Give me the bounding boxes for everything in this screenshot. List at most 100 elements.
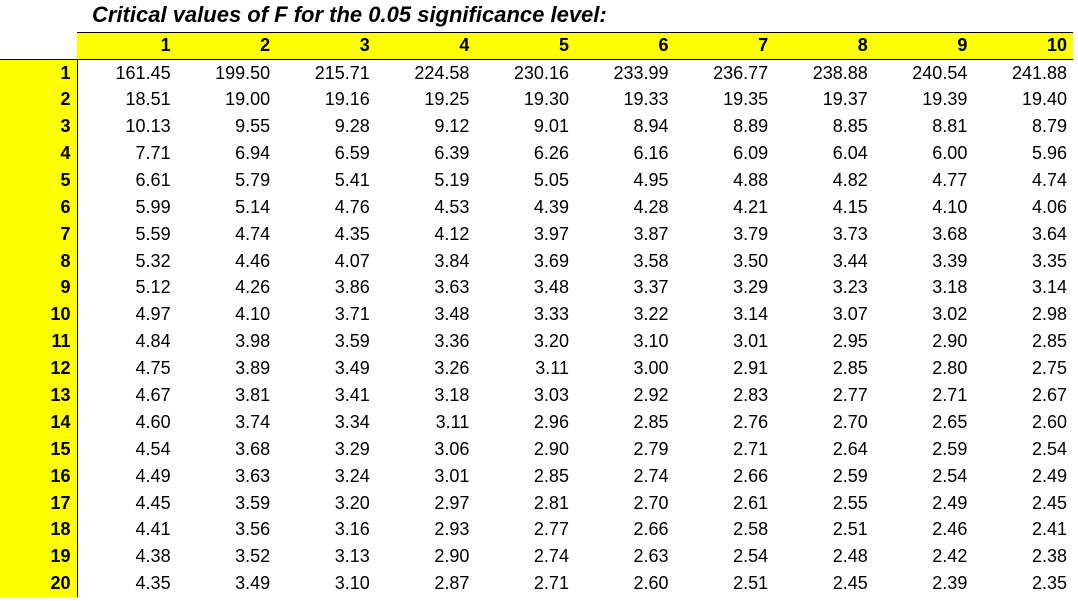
value-cell: 2.35 bbox=[1031, 573, 1067, 594]
value-cell: 3.06 bbox=[434, 438, 470, 459]
table-row: 18 4.41 3.56 3.16 2.93 2.77 2.66 2.58 2.51 2.46 2.… bbox=[0, 516, 1073, 544]
value-cell: 241.88 bbox=[1011, 62, 1067, 83]
value-cell: 3.07 bbox=[832, 304, 868, 325]
value-cell: 3.56 bbox=[235, 519, 271, 540]
row-header: 5 bbox=[0, 166, 78, 194]
value-cell: 4.39 bbox=[533, 196, 569, 217]
column-header-row: 1 2 3 4 5 6 7 8 9 10 bbox=[0, 32, 1073, 60]
value-cell: 3.89 bbox=[235, 358, 271, 379]
value-cell: 2.66 bbox=[633, 519, 669, 540]
column-header: 5 bbox=[475, 32, 575, 60]
value-cell: 6.59 bbox=[334, 143, 370, 163]
value-cell: 3.33 bbox=[533, 304, 569, 325]
table-row: 13 4.67 3.81 3.41 3.18 3.03 2.92 2.83 2.77 2.71 2.… bbox=[0, 382, 1073, 409]
value-cell: 9.28 bbox=[334, 116, 370, 137]
value-cell: 9.12 bbox=[434, 116, 470, 137]
value-cell: 5.32 bbox=[135, 250, 171, 271]
value-cell: 3.18 bbox=[434, 385, 470, 406]
value-cell: 233.99 bbox=[613, 62, 669, 83]
value-cell: 2.48 bbox=[832, 546, 868, 567]
value-cell: 3.84 bbox=[434, 250, 470, 271]
value-cell: 3.71 bbox=[334, 304, 370, 325]
table-row: 20 4.35 3.49 3.10 2.87 2.71 2.60 2.51 2.45 2.39 2.… bbox=[0, 570, 1073, 598]
table-row: 6 5.99 5.14 4.76 4.53 4.39 4.28 4.21 4.15 4.10 4.0… bbox=[0, 193, 1073, 221]
column-header: 3 bbox=[276, 32, 376, 60]
row-header: 16 bbox=[0, 462, 78, 490]
value-cell: 5.05 bbox=[533, 169, 569, 190]
value-cell: 3.01 bbox=[434, 465, 470, 486]
value-cell: 3.36 bbox=[434, 331, 470, 352]
table-row: 15 4.54 3.68 3.29 3.06 2.90 2.79 2.71 2.64 2.59 2.… bbox=[0, 435, 1073, 463]
value-cell: 3.14 bbox=[733, 304, 769, 325]
value-cell: 3.14 bbox=[1031, 277, 1067, 298]
value-cell: 2.41 bbox=[1031, 519, 1067, 540]
value-cell: 6.09 bbox=[733, 143, 769, 163]
value-cell: 4.12 bbox=[434, 223, 470, 244]
value-cell: 3.68 bbox=[932, 223, 968, 244]
value-cell: 2.39 bbox=[932, 573, 968, 594]
value-cell: 10.13 bbox=[125, 116, 171, 137]
value-cell: 2.46 bbox=[932, 519, 968, 540]
value-cell: 3.35 bbox=[1031, 250, 1067, 271]
value-cell: 4.41 bbox=[135, 519, 171, 540]
value-cell: 2.85 bbox=[832, 358, 868, 379]
row-header: 15 bbox=[0, 435, 78, 463]
value-cell: 4.45 bbox=[135, 492, 171, 513]
value-cell: 3.44 bbox=[832, 250, 868, 271]
table-row: 2 18.51 19.00 19.16 19.25 19.30 19.33 19.35 19.3… bbox=[0, 86, 1073, 114]
value-cell: 2.74 bbox=[633, 465, 669, 486]
row-header: 1 bbox=[0, 59, 78, 87]
value-cell: 2.87 bbox=[434, 573, 470, 594]
table-row: 8 5.32 4.46 4.07 3.84 3.69 3.58 3.50 3.44 3.39 3.3… bbox=[0, 247, 1073, 275]
value-cell: 6.04 bbox=[832, 143, 868, 163]
row-header: 17 bbox=[0, 489, 78, 517]
value-cell: 18.51 bbox=[125, 89, 171, 110]
value-cell: 4.15 bbox=[832, 196, 868, 217]
value-cell: 2.83 bbox=[733, 385, 769, 406]
value-cell: 2.85 bbox=[533, 465, 569, 486]
value-cell: 161.45 bbox=[115, 62, 171, 83]
value-cell: 3.63 bbox=[235, 465, 271, 486]
f-critical-values-table: 1 2 3 4 5 6 7 8 9 10 1 161.45 199.50 215.71… bbox=[0, 32, 1073, 598]
value-cell: 3.34 bbox=[334, 411, 370, 432]
corner-cell bbox=[0, 32, 77, 60]
column-header: 10 bbox=[973, 32, 1073, 60]
value-cell: 4.46 bbox=[235, 250, 271, 271]
value-cell: 3.22 bbox=[633, 304, 669, 325]
row-header: 8 bbox=[0, 247, 78, 275]
value-cell: 8.79 bbox=[1031, 116, 1067, 137]
value-cell: 3.74 bbox=[235, 411, 271, 432]
value-cell: 9.01 bbox=[533, 116, 569, 137]
value-cell: 3.98 bbox=[235, 331, 271, 352]
value-cell: 9.55 bbox=[235, 116, 271, 137]
value-cell: 19.25 bbox=[424, 89, 470, 110]
value-cell: 3.24 bbox=[334, 465, 370, 486]
table-row: 3 10.13 9.55 9.28 9.12 9.01 8.94 8.89 8.85 8.81 8.… bbox=[0, 113, 1073, 141]
value-cell: 3.01 bbox=[733, 331, 769, 352]
value-cell: 2.91 bbox=[733, 358, 769, 379]
value-cell: 4.84 bbox=[135, 331, 171, 352]
value-cell: 4.77 bbox=[932, 169, 968, 190]
value-cell: 8.89 bbox=[733, 116, 769, 137]
value-cell: 5.12 bbox=[135, 277, 171, 298]
value-cell: 5.99 bbox=[135, 196, 171, 217]
value-cell: 3.49 bbox=[235, 573, 271, 594]
value-cell: 4.28 bbox=[633, 196, 669, 217]
value-cell: 19.35 bbox=[723, 89, 769, 110]
row-header: 19 bbox=[0, 543, 78, 571]
value-cell: 3.58 bbox=[633, 250, 669, 271]
table-row: 4 7.71 6.94 6.59 6.39 6.26 6.16 6.09 6.04 6.00 5.9… bbox=[0, 140, 1073, 167]
value-cell: 2.92 bbox=[633, 385, 669, 406]
value-cell: 2.75 bbox=[1031, 358, 1067, 379]
value-cell: 2.60 bbox=[633, 573, 669, 594]
value-cell: 6.94 bbox=[235, 143, 271, 163]
value-cell: 3.59 bbox=[235, 492, 271, 513]
value-cell: 4.76 bbox=[334, 196, 370, 217]
value-cell: 2.67 bbox=[1031, 385, 1067, 406]
table-row: 7 5.59 4.74 4.35 4.12 3.97 3.87 3.79 3.73 3.68 3.6… bbox=[0, 220, 1073, 248]
table-title: Critical values of F for the 0.05 signif… bbox=[92, 2, 607, 27]
row-header: 2 bbox=[0, 86, 78, 114]
value-cell: 4.74 bbox=[235, 223, 271, 244]
value-cell: 2.51 bbox=[832, 519, 868, 540]
value-cell: 4.49 bbox=[135, 465, 171, 486]
